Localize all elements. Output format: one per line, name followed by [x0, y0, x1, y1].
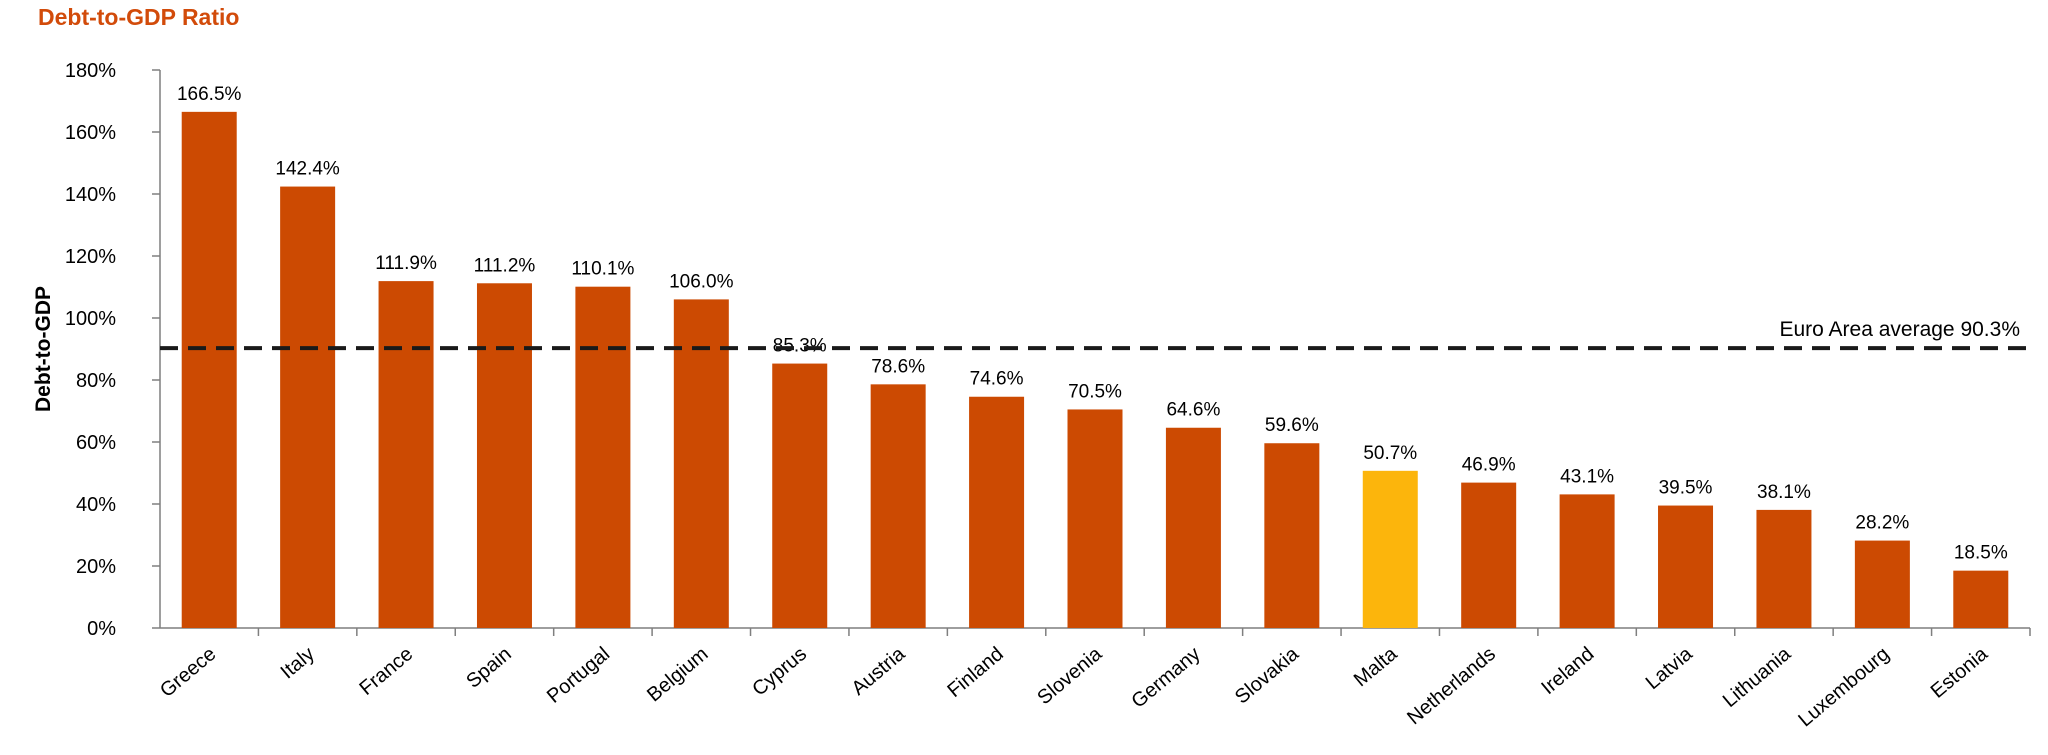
y-tick-label: 80%	[76, 370, 116, 392]
data-label: 70.5%	[1068, 381, 1122, 402]
chart-title: Debt-to-GDP Ratio	[38, 4, 240, 30]
y-axis-title: Debt-to-GDP	[32, 286, 55, 412]
data-label: 46.9%	[1462, 455, 1516, 476]
bar-luxembourg	[1854, 540, 1910, 628]
category-label: Germany	[1127, 643, 1204, 713]
bar-austria	[870, 384, 926, 628]
data-label: 111.2%	[474, 255, 536, 276]
data-label: 50.7%	[1363, 443, 1417, 464]
y-tick-label: 120%	[65, 246, 116, 268]
category-label: Greece	[156, 643, 220, 702]
y-tick-label: 180%	[65, 60, 116, 82]
category-label: Finland	[943, 643, 1007, 702]
y-tick-label: 0%	[87, 618, 116, 640]
data-label: 38.1%	[1757, 482, 1811, 503]
data-label: 111.9%	[375, 253, 437, 274]
bar-lithuania	[1756, 509, 1812, 628]
bar-finland	[969, 396, 1025, 628]
bar-slovenia	[1067, 409, 1123, 628]
bar-cyprus	[772, 363, 828, 628]
y-tick-label: 100%	[65, 308, 116, 330]
category-label: Italy	[277, 643, 319, 683]
category-label: Austria	[848, 642, 910, 699]
bar-slovakia	[1264, 443, 1320, 628]
y-tick-label: 160%	[65, 122, 116, 144]
bar-netherlands	[1461, 482, 1517, 628]
category-label: Malta	[1350, 642, 1402, 691]
bar-spain	[476, 283, 532, 628]
category-label: Netherlands	[1403, 643, 1500, 729]
bar-malta	[1362, 470, 1418, 628]
category-label: Slovakia	[1231, 642, 1304, 708]
data-label: 64.6%	[1166, 400, 1220, 421]
bar-belgium	[673, 299, 729, 628]
category-label: Estonia	[1927, 642, 1993, 702]
category-label: Belgium	[643, 643, 713, 706]
category-label: Portugal	[543, 643, 614, 708]
data-label: 78.6%	[871, 356, 925, 377]
data-label: 28.2%	[1855, 513, 1909, 534]
category-label: Slovenia	[1033, 642, 1107, 709]
data-label: 59.6%	[1265, 415, 1319, 436]
y-tick-label: 40%	[76, 494, 116, 516]
y-tick-label: 140%	[65, 184, 116, 206]
bar-ireland	[1559, 494, 1615, 628]
data-label: 43.1%	[1560, 466, 1614, 487]
category-label: France	[355, 643, 417, 700]
data-label: 106.0%	[669, 271, 734, 292]
data-label: 18.5%	[1954, 543, 2008, 564]
bar-latvia	[1658, 505, 1714, 628]
bar-italy	[280, 186, 336, 628]
y-tick-label: 60%	[76, 432, 116, 454]
bar-france	[378, 281, 434, 628]
data-label: 166.5%	[177, 84, 242, 105]
data-label: 110.1%	[571, 259, 634, 280]
data-label: 74.6%	[970, 369, 1024, 390]
category-label: Spain	[462, 643, 515, 693]
bar-greece	[181, 111, 237, 629]
category-label: Luxembourg	[1794, 643, 1893, 731]
data-label: 142.4%	[275, 159, 340, 180]
category-label: Ireland	[1537, 643, 1598, 699]
bar-portugal	[575, 286, 631, 628]
euro-area-average-label: Euro Area average 90.3%	[1780, 318, 2021, 341]
y-tick-label: 20%	[76, 556, 116, 578]
data-label: 85.3%	[773, 336, 827, 357]
category-label: Latvia	[1642, 642, 1698, 694]
bar-germany	[1165, 427, 1221, 628]
category-label: Cyprus	[748, 643, 811, 701]
category-label: Lithuania	[1719, 642, 1796, 712]
bar-estonia	[1953, 570, 2009, 628]
data-label: 39.5%	[1659, 478, 1713, 499]
